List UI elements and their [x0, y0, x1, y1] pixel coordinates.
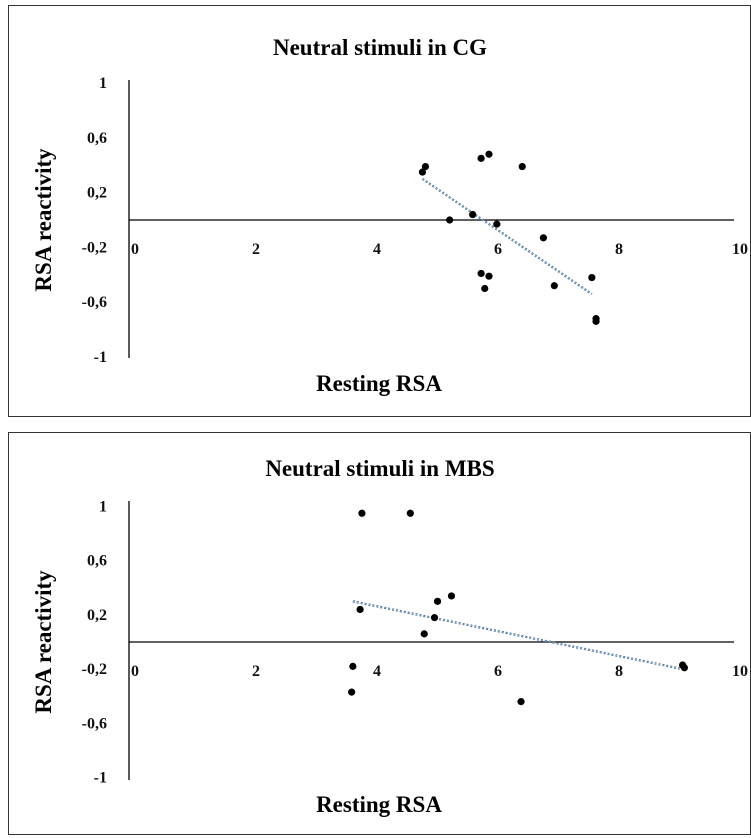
trendline-highlight — [422, 178, 593, 295]
x-axis-title: Resting RSA — [316, 371, 442, 396]
data-point — [469, 210, 477, 219]
data-point — [356, 605, 364, 614]
chart-title: Neutral stimuli in CG — [273, 35, 487, 60]
y-axis-title: RSA reactivity — [31, 570, 56, 714]
x-axis-title: Resting RSA — [316, 792, 442, 817]
data-point — [481, 284, 489, 293]
data-point — [358, 509, 366, 517]
x-tick-label: 2 — [252, 241, 260, 258]
x-tick-label: 10 — [732, 663, 748, 680]
trendline-highlight — [352, 600, 683, 670]
y-tick-label: 0,6 — [87, 130, 107, 147]
data-point — [592, 317, 600, 325]
y-tick-label: 1 — [99, 499, 107, 516]
data-point — [420, 630, 428, 638]
data-point — [539, 234, 548, 242]
y-tick-label: -1 — [94, 770, 107, 787]
data-point — [349, 662, 357, 670]
x-tick-label: 0 — [131, 241, 139, 258]
data-point — [588, 273, 596, 282]
x-tick-label: 8 — [615, 663, 623, 680]
y-tick-label: -1 — [94, 349, 107, 366]
data-point — [550, 282, 558, 290]
y-tick-label: -0,6 — [82, 294, 107, 311]
data-point — [406, 509, 414, 517]
data-point — [493, 220, 501, 228]
data-point — [485, 150, 493, 158]
data-point — [421, 162, 430, 171]
data-point — [477, 269, 485, 278]
y-tick-label: -0,2 — [82, 661, 107, 678]
scatter-chart-cg: Neutral stimuli in CG 0 2 4 6 8 10 1 0,6 0,2 -0,2 -… — [31, 35, 748, 396]
x-tick-label: 0 — [131, 663, 139, 680]
data-point — [433, 597, 442, 605]
x-tick-label: 10 — [732, 241, 748, 258]
y-tick-label: 0,2 — [87, 607, 107, 624]
y-tick-label: 1 — [99, 75, 107, 92]
data-point — [518, 162, 526, 171]
trendline — [421, 177, 593, 295]
data-point — [485, 272, 493, 280]
data-point — [418, 168, 427, 176]
data-point — [447, 592, 456, 600]
data-point — [680, 664, 688, 672]
y-axis-title: RSA reactivity — [31, 148, 56, 292]
data-point — [446, 216, 454, 224]
data-point — [517, 698, 525, 706]
scatter-chart-mbs: Neutral stimuli in MBS 0 2 4 6 8 10 1 0,6 0,2 -0,2… — [31, 456, 748, 817]
chart-title: Neutral stimuli in MBS — [265, 456, 494, 481]
x-tick-label: 8 — [615, 241, 623, 258]
x-tick-label: 4 — [373, 663, 381, 680]
data-point — [477, 154, 485, 162]
chart-panel-mbs: Neutral stimuli in MBS 0 2 4 6 8 10 1 0,6 0,2 -0,2… — [8, 432, 751, 835]
y-tick-label: -0,2 — [82, 239, 107, 256]
y-tick-label: 0,2 — [87, 185, 107, 202]
x-tick-label: 2 — [252, 663, 260, 680]
x-tick-label: 6 — [494, 241, 502, 258]
chart-panel-cg: Neutral stimuli in CG 0 2 4 6 8 10 1 0,6 0,2 -0,2 -… — [8, 5, 751, 417]
y-tick-label: -0,6 — [82, 715, 107, 732]
data-point — [430, 614, 439, 622]
x-tick-label: 4 — [373, 241, 381, 258]
y-tick-label: 0,6 — [87, 553, 107, 570]
data-point — [348, 688, 356, 696]
x-tick-label: 6 — [494, 663, 502, 680]
